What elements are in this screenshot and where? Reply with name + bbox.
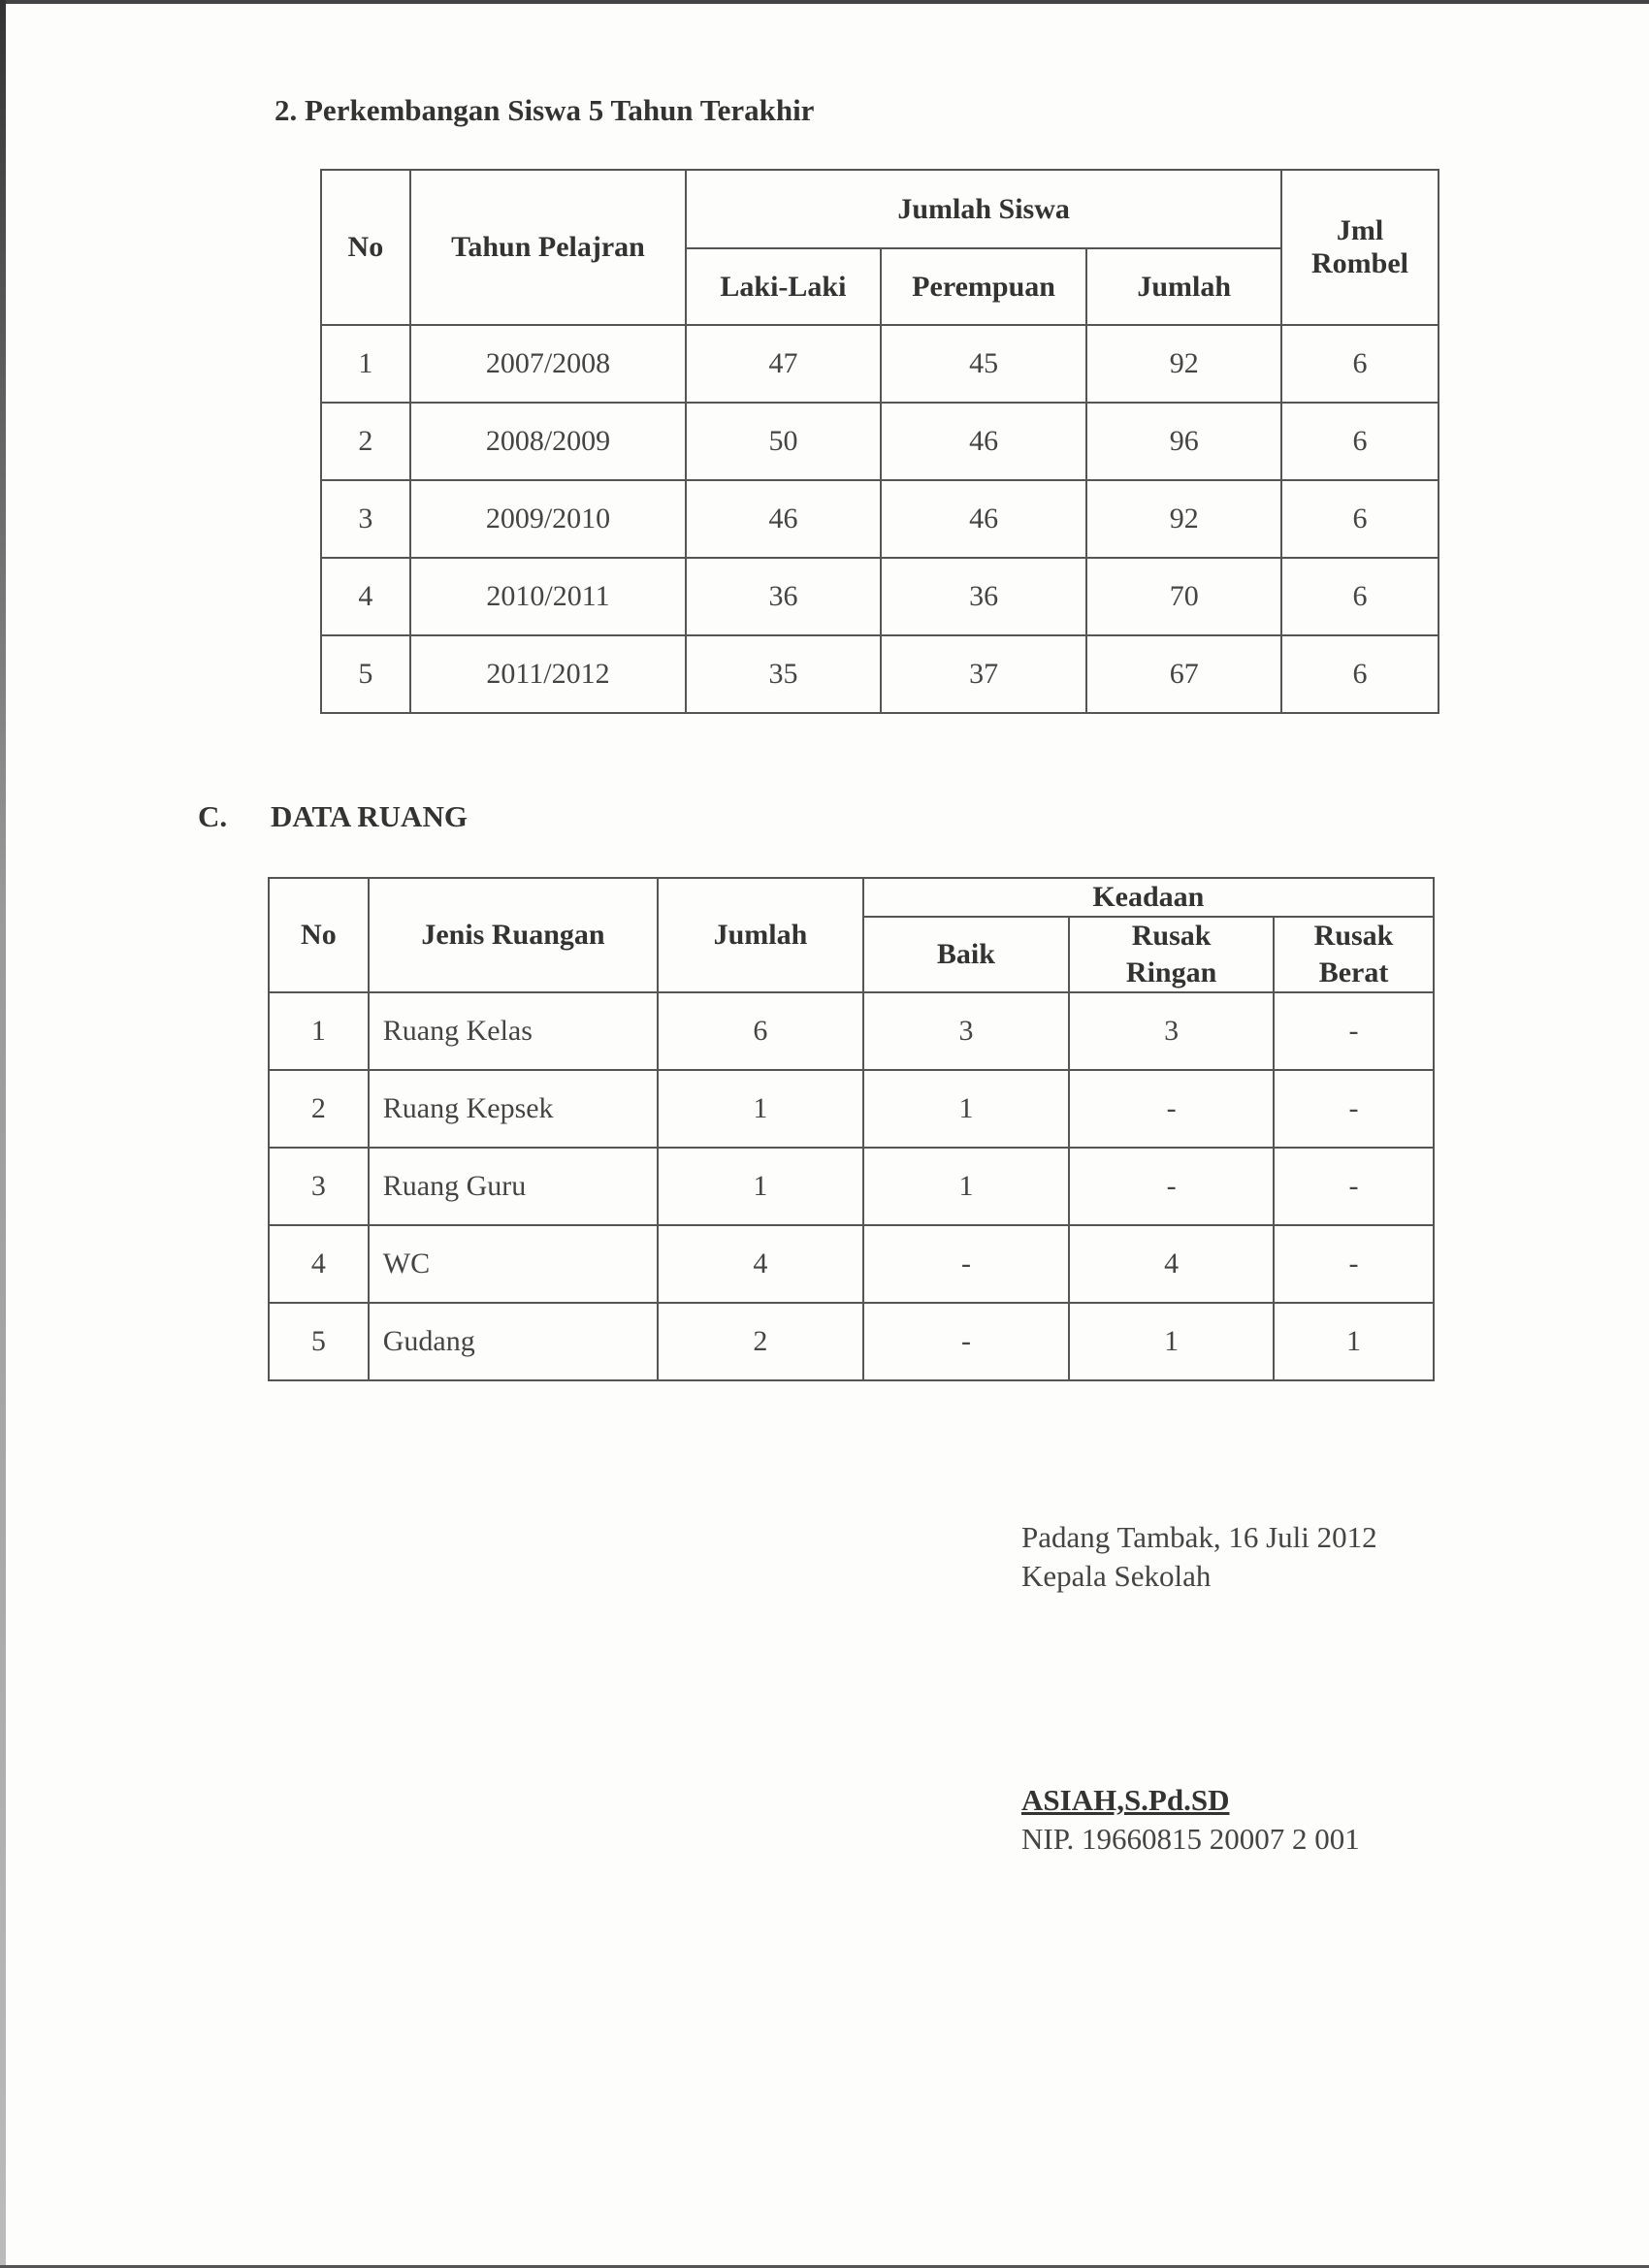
table-cell: 92 — [1085, 479, 1283, 559]
table-cell: 70 — [1085, 557, 1283, 636]
table-cell: 1 — [320, 324, 411, 404]
table-cell: - — [1273, 1224, 1435, 1304]
table-row: 3 Ruang Guru 1 1- - — [268, 1147, 1435, 1226]
table-cell: 6 — [1280, 402, 1439, 481]
header-jenis: Jenis Ruangan — [367, 877, 660, 993]
header-no: No — [320, 169, 411, 326]
table-cell: 1 — [657, 1147, 864, 1226]
table-cell: 92 — [1085, 324, 1283, 404]
scan-edge-top — [0, 0, 1649, 4]
section-c-letter: C. — [198, 799, 228, 833]
table-cell: 36 — [685, 557, 882, 636]
table-row: 4 WC 4-4- — [268, 1224, 1435, 1304]
table-cell: 2008/2009 — [408, 402, 688, 481]
table-cell: 46 — [879, 479, 1088, 559]
table-cell: 3 — [1068, 991, 1276, 1071]
table-cell: 45 — [879, 324, 1088, 404]
table-row: 4 2010/2011 36 36 70 6 — [320, 557, 1439, 636]
table-row: 1 2007/2008 47 45 92 6 — [320, 324, 1439, 404]
table-cell: - — [1068, 1147, 1276, 1226]
table-cell: 3 — [320, 479, 411, 559]
table-cell: 96 — [1085, 402, 1283, 481]
table-cell: 6 — [657, 991, 864, 1071]
table-cell: 2009/2010 — [408, 479, 688, 559]
table-cell: - — [1068, 1069, 1276, 1149]
table-cell: Gudang — [367, 1302, 660, 1381]
table-row: 5 Gudang 2-1 1 — [268, 1302, 1435, 1381]
table-row: 5 2011/2012 35 37 67 6 — [320, 634, 1439, 714]
table-cell: 4 — [320, 557, 411, 636]
table-cell: 1 — [861, 1147, 1071, 1226]
table-cell: - — [1273, 1069, 1435, 1149]
table-cell: 5 — [268, 1302, 370, 1381]
table-cell: 4 — [268, 1224, 370, 1304]
table-cell: WC — [367, 1224, 660, 1304]
student-development-table: No Tahun Pelajran Jumlah Siswa Jml Rombe… — [320, 169, 1439, 714]
header-baik: Baik — [861, 916, 1071, 993]
table-row: 2 Ruang Kepsek 1 1- - — [268, 1069, 1435, 1149]
signer-block: ASIAH,S.Pd.SD NIP. 19660815 20007 2 001 — [1021, 1781, 1360, 1859]
table-row: 1 Ruang Kelas 6 3 3- — [268, 991, 1435, 1071]
table-cell: - — [1273, 991, 1435, 1071]
header-jumlah: Jumlah — [657, 877, 864, 993]
table-cell: 4 — [657, 1224, 864, 1304]
section-2-title: 2. Perkembangan Siswa 5 Tahun Terakhir — [275, 93, 815, 127]
table-cell: 5 — [320, 634, 411, 714]
table-cell: 47 — [685, 324, 882, 404]
table-cell: 6 — [1280, 557, 1439, 636]
header-perempuan: Perempuan — [879, 247, 1088, 326]
table-cell: 3 — [861, 991, 1071, 1071]
table-cell: 37 — [879, 634, 1088, 714]
signer-nip: NIP. 19660815 20007 2 001 — [1021, 1822, 1360, 1856]
table-cell: 50 — [685, 402, 882, 481]
place-date: Padang Tambak, 16 Juli 2012 — [1021, 1520, 1377, 1554]
header-jumlah: Jumlah — [1085, 247, 1283, 326]
table-cell: 1 — [861, 1069, 1071, 1149]
table-cell: Ruang Kelas — [367, 991, 660, 1071]
table-cell: Ruang Kepsek — [367, 1069, 660, 1149]
signer-name: ASIAH,S.Pd.SD — [1021, 1783, 1230, 1817]
table-cell: 6 — [1280, 324, 1439, 404]
table-cell: 1 — [657, 1069, 864, 1149]
signer-role: Kepala Sekolah — [1021, 1559, 1212, 1593]
table-cell: 67 — [1085, 634, 1283, 714]
table-cell: 2010/2011 — [408, 557, 688, 636]
room-data-table: No Jenis Ruangan Jumlah Keadaan Baik Rus… — [268, 877, 1436, 1381]
table-cell: 1 — [1273, 1302, 1435, 1381]
table-cell: 1 — [1068, 1302, 1276, 1381]
table-cell: - — [1273, 1147, 1435, 1226]
table-cell: 2 — [268, 1069, 370, 1149]
table-row: 3 2009/2010 46 46 92 6 — [320, 479, 1439, 559]
table-cell: 1 — [268, 991, 370, 1071]
header-rusak-berat: Rusak Berat — [1273, 916, 1435, 993]
table-cell: 35 — [685, 634, 882, 714]
table-cell: - — [861, 1224, 1071, 1304]
table-cell: 36 — [879, 557, 1088, 636]
table-cell: 3 — [268, 1147, 370, 1226]
header-keadaan: Keadaan — [861, 877, 1436, 918]
header-no: No — [268, 877, 370, 993]
table-cell: 2 — [320, 402, 411, 481]
table-cell: 46 — [879, 402, 1088, 481]
table-cell: 6 — [1280, 479, 1439, 559]
table-cell: Ruang Guru — [367, 1147, 660, 1226]
header-jumlah-siswa: Jumlah Siswa — [685, 169, 1283, 249]
table-cell: 2 — [657, 1302, 864, 1381]
header-laki: Laki-Laki — [685, 247, 882, 326]
header-tahun: Tahun Pelajran — [408, 169, 688, 326]
header-rombel: Jml Rombel — [1280, 169, 1439, 326]
table-cell: 6 — [1280, 634, 1439, 714]
scan-edge-left — [0, 0, 6, 2268]
table-cell: 4 — [1068, 1224, 1276, 1304]
table-cell: 2011/2012 — [408, 634, 688, 714]
table-row: 2 2008/2009 50 46 96 6 — [320, 402, 1439, 481]
header-rusak-ringan: Rusak Ringan — [1068, 916, 1276, 993]
table-cell: 46 — [685, 479, 882, 559]
signature-block: Padang Tambak, 16 Juli 2012 Kepala Sekol… — [1021, 1518, 1377, 1596]
table-cell: 2007/2008 — [408, 324, 688, 404]
section-c-title: DATA RUANG — [271, 799, 468, 833]
table-cell: - — [861, 1302, 1071, 1381]
scan-edge-bottom — [0, 2265, 1649, 2268]
